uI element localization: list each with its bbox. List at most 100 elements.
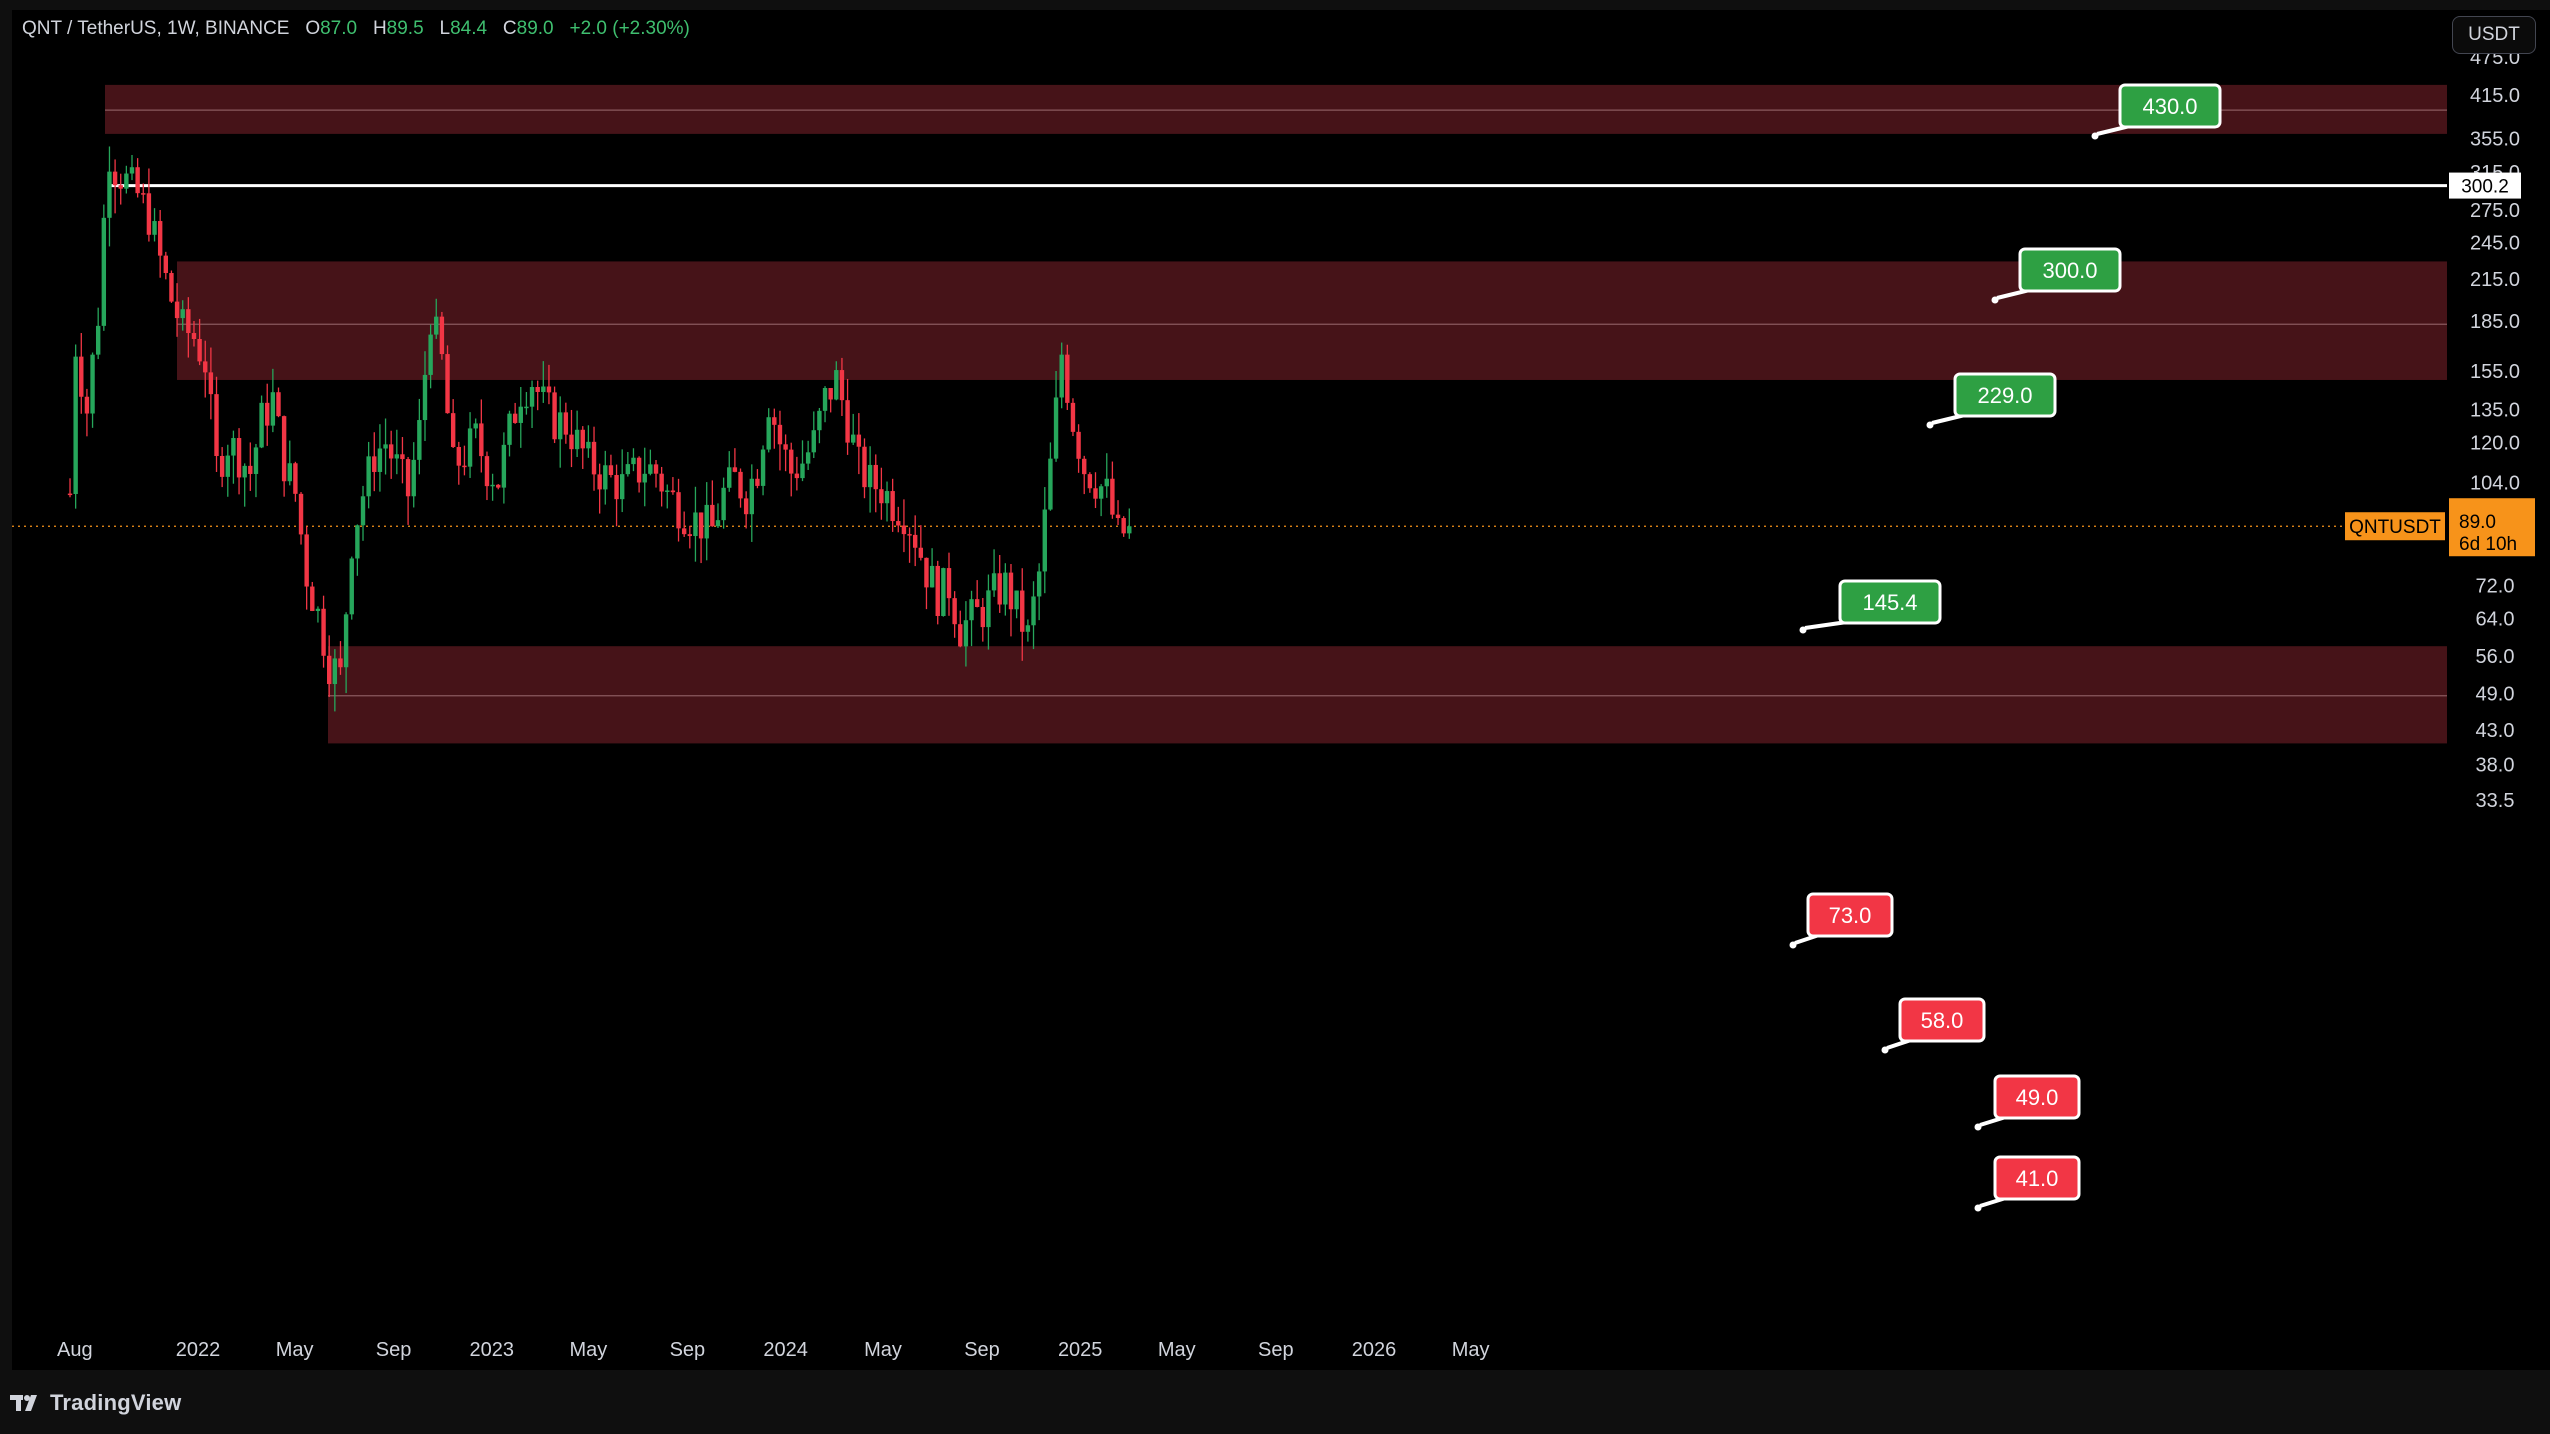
candle-body: [862, 446, 867, 488]
candle-body: [693, 512, 698, 537]
candle-body: [214, 394, 219, 456]
candle-body: [400, 454, 405, 460]
bar-countdown: 6d 10h: [2459, 534, 2517, 555]
target-up-430.0[interactable]: 430.0: [2091, 83, 2222, 140]
candle-body: [946, 568, 952, 599]
candle-body: [101, 217, 107, 326]
target-down-49.0[interactable]: 49.0: [1974, 1074, 2081, 1131]
candle-body: [315, 608, 321, 612]
candle-body: [541, 386, 546, 393]
candle-body: [884, 491, 890, 504]
y-tick-label: 275.0: [2470, 200, 2520, 222]
last-price-value: 89.0: [2459, 512, 2496, 533]
x-tick-label: 2022: [176, 1339, 221, 1361]
last-price-bg: [2449, 498, 2535, 557]
candle-body: [225, 455, 230, 477]
candle-body: [834, 370, 839, 400]
candle-body: [219, 455, 225, 477]
candle-body: [293, 463, 298, 494]
candle-body: [760, 449, 766, 486]
candle-body: [710, 504, 715, 527]
candle-body: [839, 370, 845, 401]
target-up-229.0[interactable]: 229.0: [1926, 372, 2057, 429]
x-tick-label: Sep: [1258, 1339, 1294, 1361]
low-value: 84.4: [450, 18, 488, 39]
open-value: 87.0: [320, 18, 358, 39]
candle-body: [276, 392, 281, 417]
tradingview-logo[interactable]: TradingView: [10, 1388, 181, 1418]
candle-body: [546, 386, 552, 393]
candle-body: [1053, 397, 1059, 459]
target-anchor: [1789, 941, 1797, 949]
candle-body: [129, 167, 135, 174]
candle-body: [805, 452, 811, 464]
candle-body: [265, 402, 270, 426]
currency-button[interactable]: USDT: [2452, 16, 2536, 54]
candle-body: [648, 464, 653, 474]
target-anchor: [2091, 132, 2099, 140]
x-tick-label: Sep: [964, 1339, 1000, 1361]
candle-body: [766, 417, 771, 450]
y-tick-label: 355.0: [2470, 129, 2520, 151]
candle-body: [732, 467, 738, 472]
candle-body: [659, 473, 664, 492]
target-up-300.0[interactable]: 300.0: [1991, 247, 2122, 304]
candle-body: [298, 493, 304, 535]
supply-zone[interactable]: [105, 84, 2447, 134]
candle-body: [963, 620, 969, 647]
candle-body: [687, 534, 693, 537]
target-down-73.0[interactable]: 73.0: [1789, 892, 1894, 949]
candle-body: [287, 463, 292, 482]
close-label: C: [502, 18, 517, 39]
candle-body: [174, 301, 180, 319]
candle-body: [552, 392, 557, 440]
candle-body: [180, 309, 185, 319]
candle-body: [619, 474, 625, 500]
target-label: 58.0: [1921, 1008, 1964, 1033]
candle-body: [681, 528, 687, 535]
y-tick-label: 120.0: [2470, 432, 2520, 454]
target-down-58.0[interactable]: 58.0: [1881, 997, 1986, 1054]
candle-body: [1048, 458, 1053, 510]
x-tick-label: 2024: [763, 1339, 808, 1361]
candle-body: [896, 521, 901, 526]
candle-body: [270, 392, 276, 426]
candle-body: [958, 624, 963, 647]
candle-body: [642, 473, 647, 483]
candle-body: [1110, 478, 1115, 515]
candle-body: [794, 473, 800, 479]
candle-body: [355, 525, 360, 559]
candle-body: [208, 372, 214, 395]
demand-zone[interactable]: [328, 646, 2447, 744]
candle-body: [783, 444, 788, 450]
low-label: L: [439, 18, 451, 39]
candle-body: [524, 406, 529, 409]
symbol-title[interactable]: QNT / TetherUS, 1W, BINANCE: [22, 18, 290, 39]
target-label: 41.0: [2016, 1166, 2059, 1191]
candle-body: [507, 413, 512, 445]
last-price-tag: QNTUSDT 89.06d 10h: [2345, 498, 2535, 557]
y-tick-label: 72.0: [2476, 576, 2515, 598]
candle-body: [141, 193, 146, 195]
candle-body: [186, 309, 191, 334]
candle-body: [529, 387, 535, 407]
candle-body: [191, 333, 197, 339]
candle-body: [608, 465, 614, 476]
candle-body: [941, 568, 946, 616]
target-down-41.0[interactable]: 41.0: [1974, 1155, 2081, 1212]
targets-layer: 430.0 300.0 229.0 145.4 73.0 58.0 49.0 41.0: [1789, 83, 2222, 1212]
candle-body: [1059, 354, 1064, 398]
target-box: [1993, 1074, 2081, 1120]
x-tick-label: Aug: [57, 1339, 93, 1361]
price-axis-panel[interactable]: [2447, 10, 2550, 1370]
candle-body: [563, 412, 569, 435]
target-up-145.4[interactable]: 145.4: [1799, 579, 1942, 634]
high-value: 89.5: [386, 18, 424, 39]
candle-body: [1076, 431, 1081, 459]
candle-body: [603, 465, 608, 490]
candle-body: [197, 338, 202, 362]
candle-body: [281, 416, 287, 482]
candle-body: [107, 171, 112, 218]
candle-body: [1008, 572, 1014, 610]
